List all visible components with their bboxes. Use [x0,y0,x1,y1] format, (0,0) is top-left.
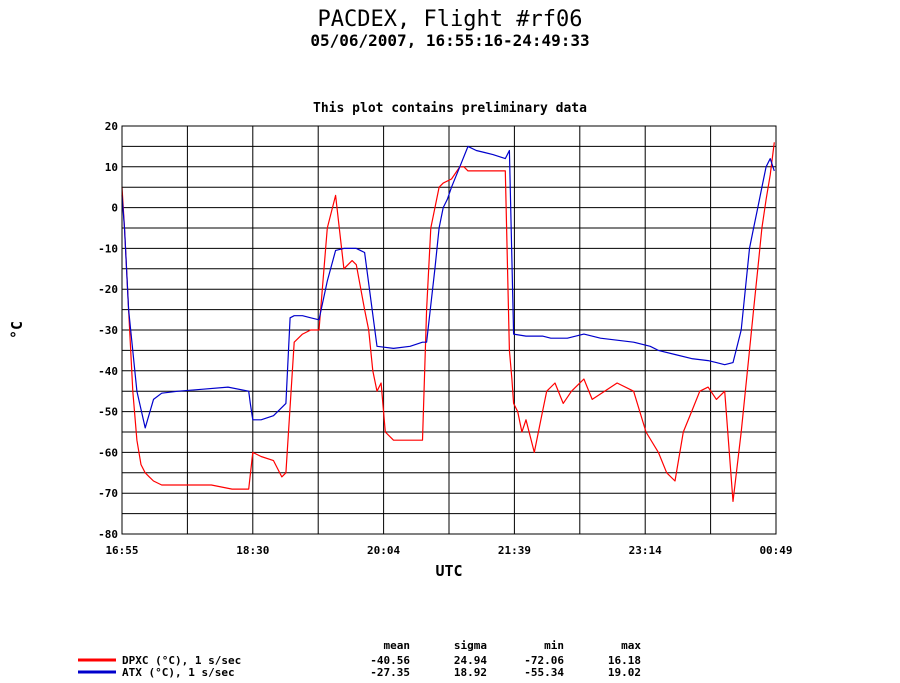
legend-label-dpxc: DPXC (°C), 1 s/sec [122,654,241,667]
legend-row-dpxc: DPXC (°C), 1 s/sec -40.56 24.94 -72.06 1… [78,654,641,667]
stat-max-atx: 19.02 [608,666,641,679]
y-tick-label: -30 [98,324,118,337]
stat-min-atx: -55.34 [524,666,564,679]
series-line-dpxc [121,142,775,502]
stats-header-max: max [621,639,641,652]
x-tick-labels: 16:55 18:30 20:04 21:39 23:14 00:49 [105,544,792,557]
y-tick-label: 20 [105,120,118,133]
y-tick-label: -40 [98,365,118,378]
stat-mean-dpxc: -40.56 [370,654,410,667]
stat-min-dpxc: -72.06 [524,654,564,667]
chart-note: This plot contains preliminary data [313,101,587,116]
legend-label-atx: ATX (°C), 1 s/sec [122,666,235,679]
stat-sigma-atx: 18.92 [454,666,487,679]
x-tick-label: 18:30 [236,544,269,557]
stats-header: mean sigma min max [384,639,642,652]
y-tick-label: -50 [98,406,118,419]
series-group [121,142,775,502]
y-tick-label: -60 [98,446,118,459]
y-tick-label: 10 [105,161,118,174]
stats-header-sigma: sigma [454,639,487,652]
stat-mean-atx: -27.35 [370,666,410,679]
y-tick-label: -80 [98,528,118,541]
y-axis-label: °C [8,321,26,339]
series-line-atx [121,145,775,429]
stats-header-mean: mean [384,639,411,652]
chart-title: PACDEX, Flight #rf06 [318,7,583,32]
x-tick-label: 20:04 [367,544,400,557]
stats-header-min: min [544,639,564,652]
stat-sigma-dpxc: 24.94 [454,654,487,667]
x-tick-label: 23:14 [629,544,662,557]
x-tick-label: 00:49 [759,544,792,557]
y-tick-label: 0 [111,202,118,215]
x-tick-label: 16:55 [105,544,138,557]
stat-max-dpxc: 16.18 [608,654,641,667]
legend-row-atx: ATX (°C), 1 s/sec -27.35 18.92 -55.34 19… [78,666,641,679]
y-tick-label: -70 [98,487,118,500]
grid [122,126,776,534]
y-tick-label: -10 [98,242,118,255]
y-tick-labels: 20 10 0 -10 -20 -30 -40 -50 -60 -70 -80 [98,120,118,541]
x-axis-label: UTC [435,562,462,580]
plot-frame [121,125,777,535]
chart-subtitle: 05/06/2007, 16:55:16-24:49:33 [310,31,589,50]
x-tick-label: 21:39 [498,544,531,557]
y-tick-label: -20 [98,283,118,296]
